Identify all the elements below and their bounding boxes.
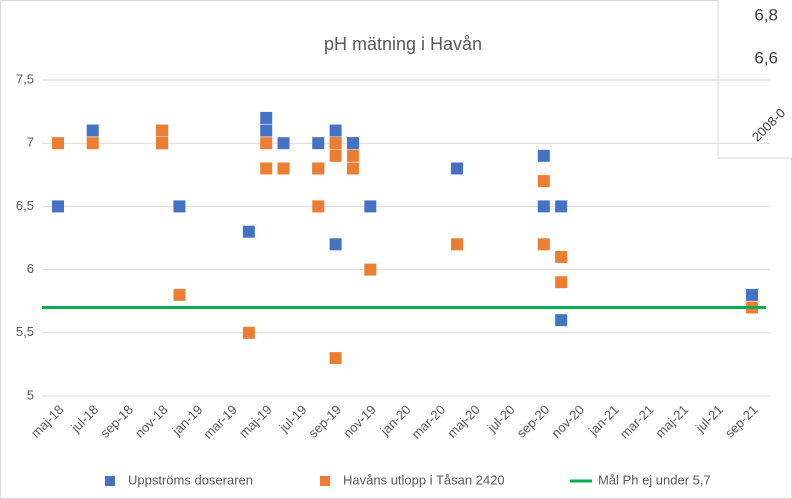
point	[555, 314, 568, 327]
point	[260, 162, 273, 175]
point	[537, 175, 550, 188]
point	[346, 149, 359, 162]
point	[242, 326, 255, 339]
point	[346, 137, 359, 150]
point	[537, 238, 550, 251]
point	[277, 162, 290, 175]
point	[156, 137, 169, 150]
y-tick-label: 6	[27, 261, 34, 276]
point	[555, 250, 568, 263]
point	[329, 124, 342, 137]
point	[312, 137, 325, 150]
point	[451, 238, 464, 251]
point	[555, 200, 568, 213]
point	[156, 124, 169, 137]
point	[329, 352, 342, 365]
y-tick-label: 7,5	[16, 71, 34, 86]
y-tick-label: 7	[27, 135, 34, 150]
point	[52, 137, 64, 150]
point	[451, 162, 464, 175]
point	[364, 263, 377, 276]
point	[537, 200, 550, 213]
overlapping-chart	[717, 0, 792, 159]
point	[312, 200, 325, 213]
y-tick-label: 5	[27, 387, 34, 402]
legend-swatch	[105, 476, 115, 486]
point	[555, 276, 568, 289]
point	[260, 111, 273, 124]
point	[86, 137, 99, 150]
point	[260, 137, 273, 150]
fragment-y-tick-label: 6,6	[754, 48, 778, 67]
point	[52, 200, 64, 213]
point	[364, 200, 377, 213]
point	[277, 137, 290, 150]
point	[746, 288, 758, 301]
point	[329, 137, 342, 150]
legend-label: Uppströms doseraren	[128, 472, 253, 487]
legend-swatch	[320, 476, 330, 486]
point	[329, 238, 342, 251]
y-tick-label: 6,5	[16, 198, 34, 213]
point	[173, 200, 186, 213]
point	[173, 288, 186, 301]
point	[329, 149, 342, 162]
point	[86, 124, 99, 137]
legend-label: Mål Ph ej under 5,7	[598, 472, 711, 487]
point	[312, 162, 325, 175]
y-tick-label: 5,5	[16, 324, 34, 339]
legend-label: Havåns utlopp i Tåsan 2420	[343, 472, 505, 487]
point	[260, 124, 273, 137]
point	[346, 162, 359, 175]
chart-title: pH mätning i Havån	[324, 34, 482, 54]
point	[242, 225, 255, 238]
fragment-y-tick-label: 6,8	[754, 5, 778, 24]
point	[537, 149, 550, 162]
